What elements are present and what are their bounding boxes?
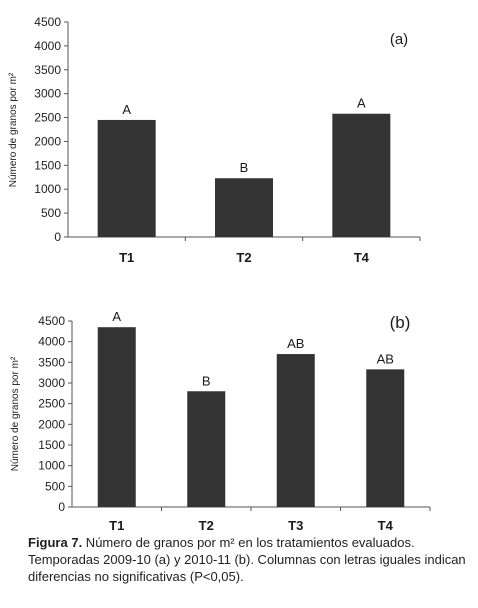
y-tick-label: 3500 [38, 355, 65, 369]
y-tick-label: 0 [54, 230, 61, 244]
panel-label: (b) [390, 313, 411, 332]
y-tick-label: 3500 [34, 63, 61, 77]
panel-label: (a) [390, 31, 408, 48]
y-tick-label: 1000 [34, 182, 61, 196]
y-axis-title: Número de granos por m² [10, 356, 21, 471]
significance-letter: AB [377, 351, 394, 366]
y-tick-label: 1000 [38, 459, 65, 473]
y-tick-label: 3000 [34, 87, 61, 101]
figure-canvas: 0 500 1000 1500 2000 2500 3000 3500 4000 4500 T1 A T… [8, 15, 431, 530]
y-tick-label: 4000 [38, 335, 65, 349]
bar-t2 [215, 178, 273, 237]
y-tick-label: 2000 [34, 134, 61, 148]
bar-t3 [276, 354, 315, 507]
bar-t4 [366, 369, 405, 507]
y-tick-label: 2000 [38, 417, 65, 431]
significance-letter: A [112, 309, 121, 324]
category-label: T2 [199, 518, 214, 530]
y-tick-label: 1500 [34, 158, 61, 172]
bar-t4 [332, 113, 391, 237]
bar-t2 [187, 391, 226, 507]
significance-letter: B [202, 373, 211, 388]
y-tick-label: 3000 [38, 376, 65, 390]
y-tick-label: 4500 [38, 314, 65, 328]
category-label: T2 [236, 250, 251, 265]
y-tick-label: 0 [58, 500, 65, 514]
y-tick-label: 1500 [38, 438, 65, 452]
category-label: T3 [288, 518, 303, 530]
y-axis-title: Número de granos por m² [8, 72, 19, 187]
category-label: T4 [378, 518, 394, 530]
bar-t1 [97, 119, 156, 237]
category-label: T1 [109, 518, 124, 530]
chart-panel-b: 0 500 1000 1500 2000 2500 3000 3500 4000 4500 T1 A T… [10, 309, 431, 530]
y-tick-label: 2500 [34, 111, 61, 125]
y-tick-label: 4500 [34, 15, 61, 29]
y-tick-label: 4000 [34, 39, 61, 53]
caption-text: Número de granos por m² en los tratamien… [28, 535, 466, 584]
chart-panel-a: 0 500 1000 1500 2000 2500 3000 3500 4000 4500 T1 A T… [8, 15, 421, 265]
figure-caption: Figura 7. Número de granos por m² en los… [28, 534, 472, 585]
significance-letter: A [122, 102, 131, 117]
category-label: T4 [354, 250, 370, 265]
y-tick-label: 500 [41, 206, 61, 220]
y-tick-label: 2500 [38, 397, 65, 411]
caption-label: Figura 7. [28, 535, 83, 550]
bar-t1 [97, 327, 136, 507]
category-label: T1 [119, 250, 134, 265]
significance-letter: B [240, 160, 249, 175]
y-tick-label: 500 [45, 479, 65, 493]
significance-letter: A [357, 96, 366, 111]
significance-letter: AB [287, 336, 304, 351]
